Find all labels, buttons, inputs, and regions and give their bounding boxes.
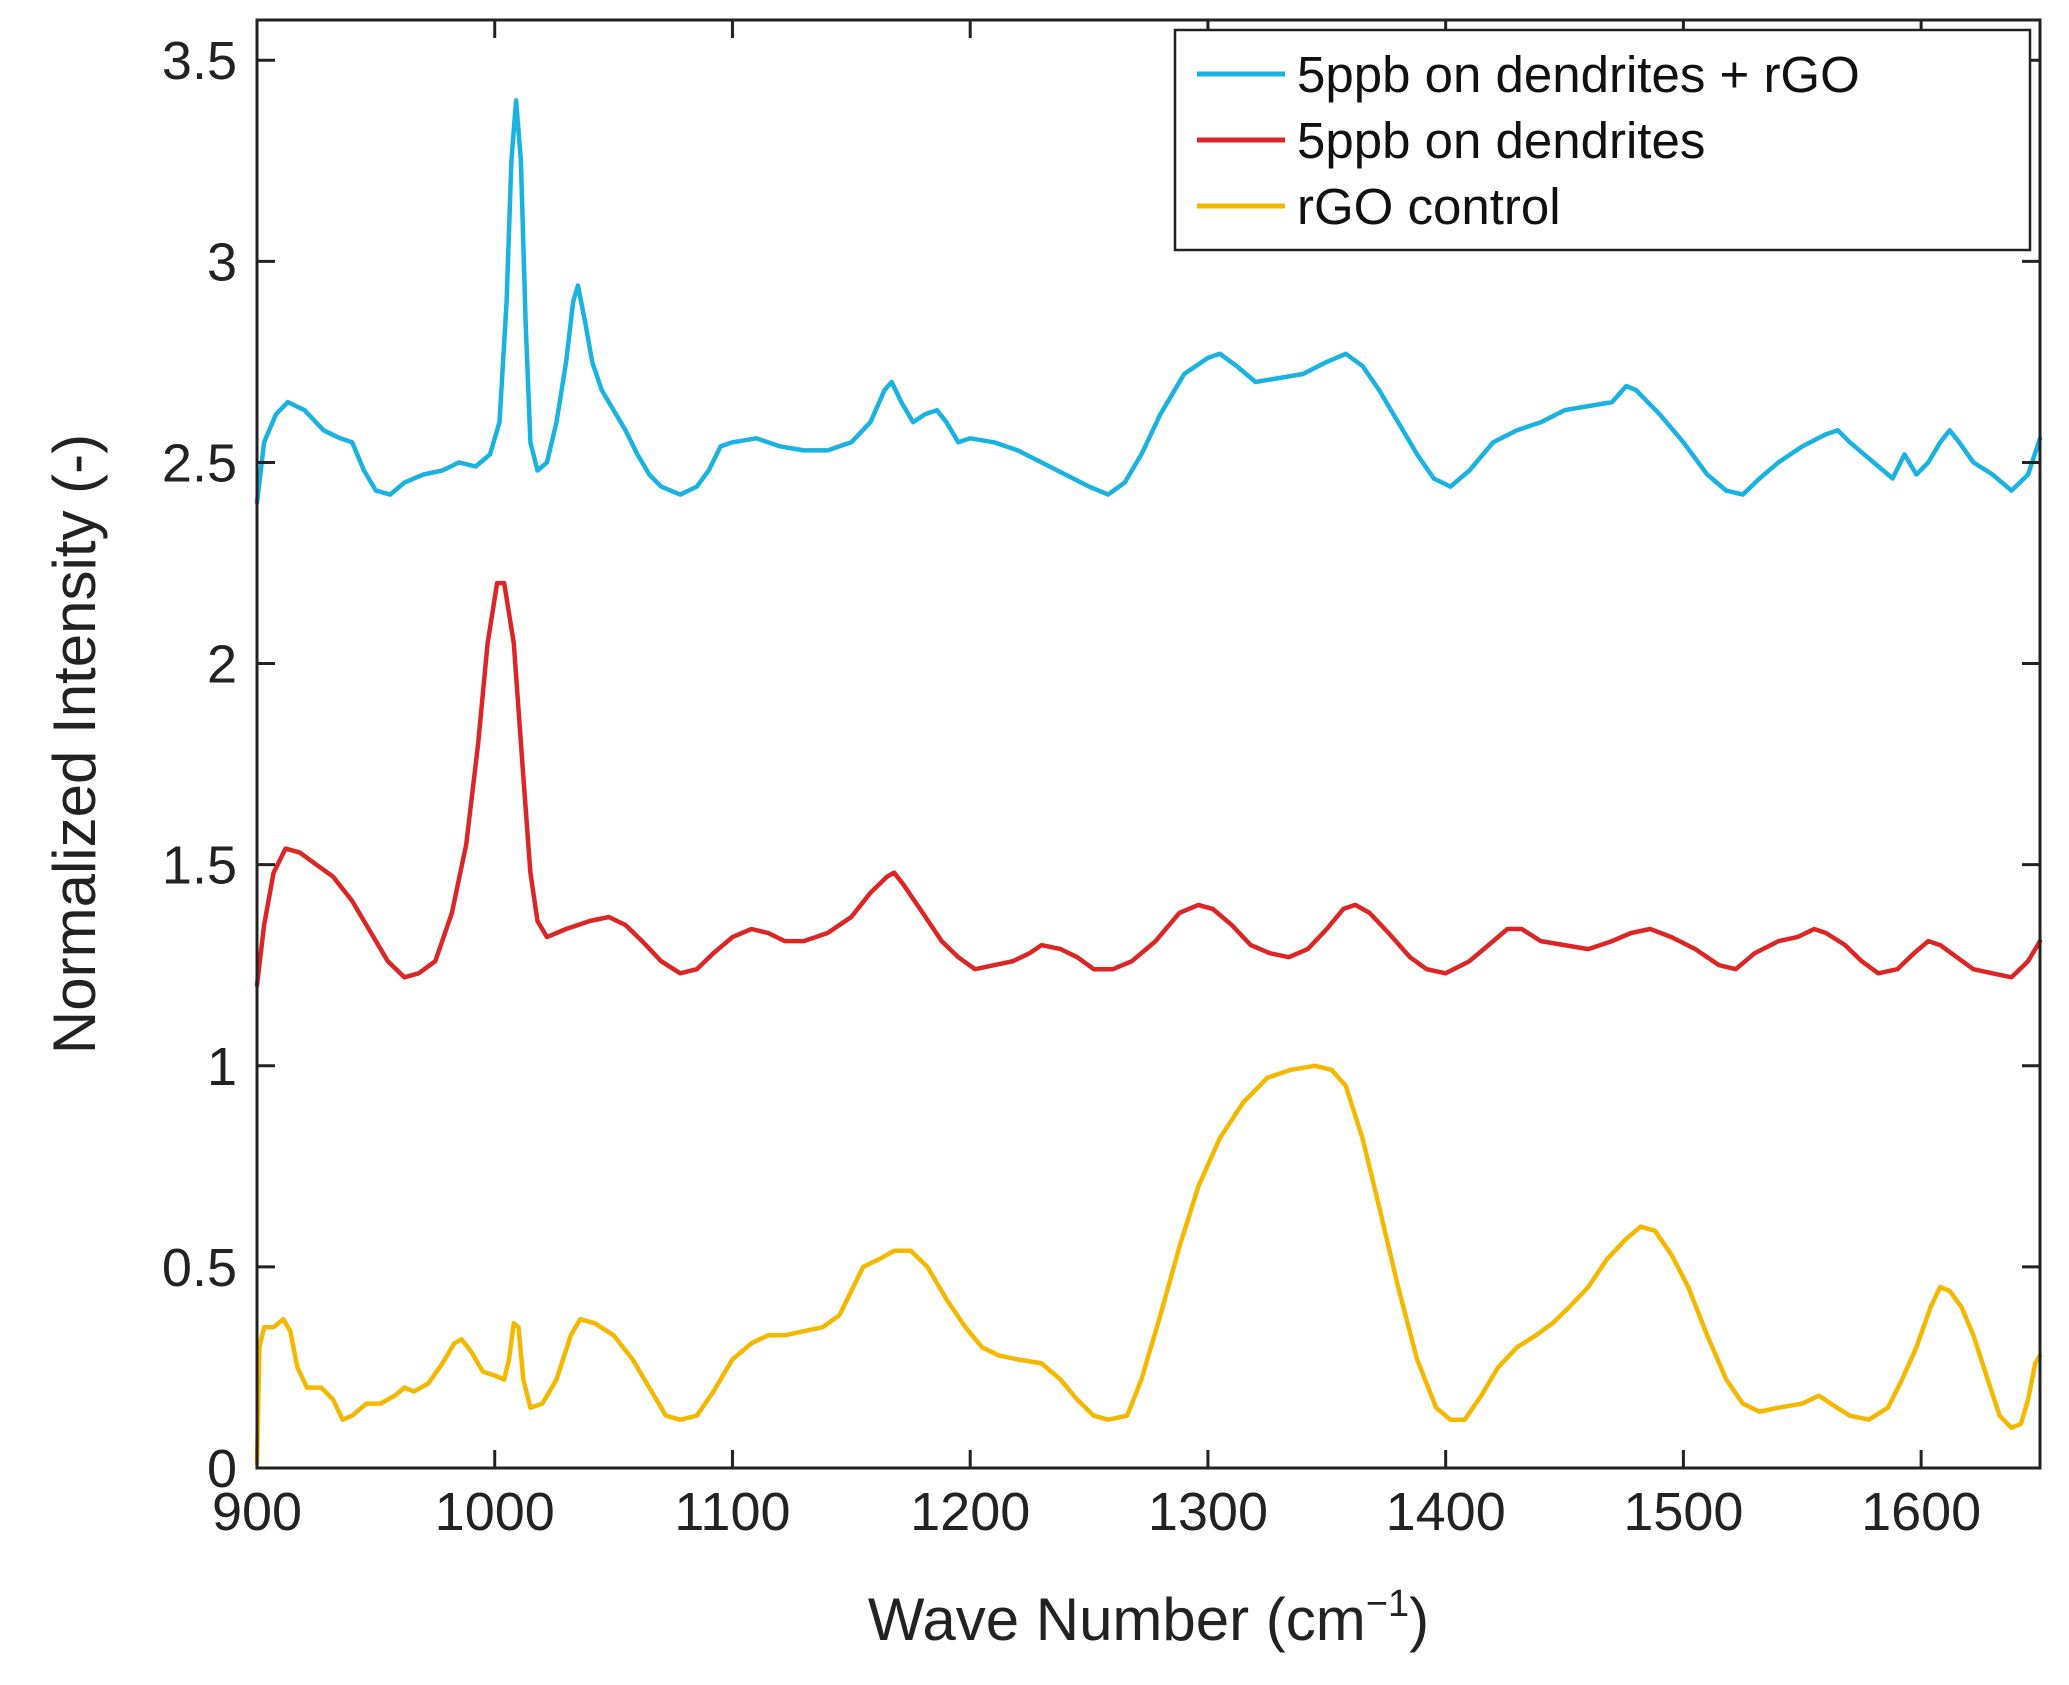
y-tick-label: 3.5 <box>162 31 237 91</box>
series-line-0 <box>254 98 2043 505</box>
x-tick-label: 1300 <box>1148 1482 1268 1542</box>
x-tick-label: 1400 <box>1386 1482 1506 1542</box>
x-axis-title: Wave Number (cm−1) <box>868 1583 1429 1653</box>
x-tick-label: 1600 <box>1861 1482 1981 1542</box>
x-tick-label: 1000 <box>435 1482 555 1542</box>
series-layer <box>254 98 2043 1467</box>
legend-label-1: 5ppb on dendrites <box>1297 112 1705 169</box>
y-tick-label: 2.5 <box>162 433 237 493</box>
x-tick-label: 1100 <box>674 1482 790 1542</box>
series-line-2 <box>254 1063 2043 1467</box>
y-tick-label: 1.5 <box>162 836 237 896</box>
legend-label-0: 5ppb on dendrites + rGO <box>1297 46 1860 103</box>
y-tick-label: 0.5 <box>162 1238 237 1298</box>
series-line-1 <box>254 580 2043 988</box>
x-axis-title-superscript: −1 <box>1366 1583 1409 1625</box>
ticks-layer: 900 1000 1100 1200 1300 1400 1500 1600 0 0.5 1 1.5 2… <box>162 20 2040 1542</box>
legend-box <box>1173 28 2032 252</box>
y-tick-label: 2 <box>207 635 237 695</box>
y-tick-label: 1 <box>207 1037 237 1097</box>
legend: 5ppb on dendrites + rGO 5ppb on dendrites… <box>1173 28 2032 252</box>
x-tick-label: 900 <box>212 1482 302 1542</box>
legend-label-2: rGO control <box>1297 178 1561 235</box>
x-tick-label: 1200 <box>910 1482 1030 1542</box>
y-axis-title: Normalized Intensity (-) <box>41 434 108 1054</box>
x-axis-title-main: Wave Number (cm <box>868 1586 1366 1653</box>
x-tick-label: 1500 <box>1623 1482 1743 1542</box>
y-tick-label: 0 <box>207 1439 237 1499</box>
y-tick-label: 3 <box>207 232 237 292</box>
plot-frame <box>255 18 2042 1470</box>
x-axis-title-suffix: ) <box>1409 1586 1429 1653</box>
